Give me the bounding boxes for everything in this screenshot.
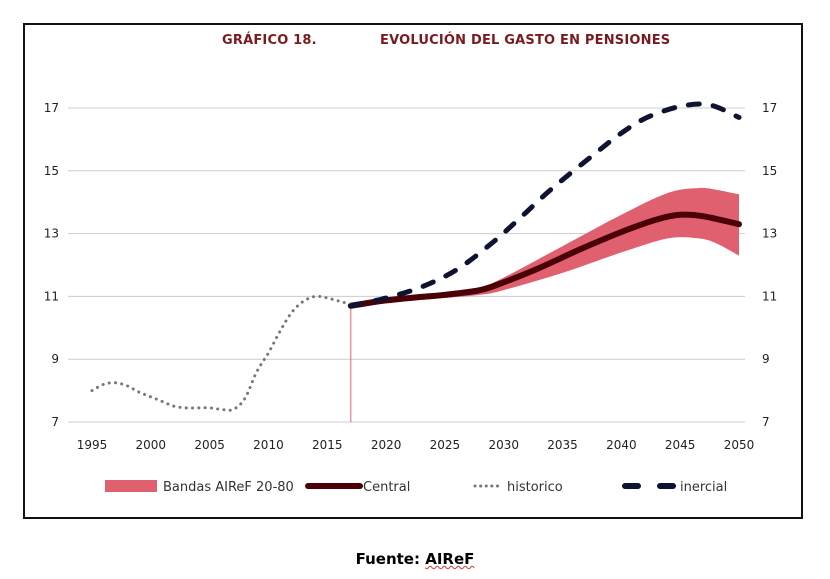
band-area (350, 187, 739, 306)
x-tick-label: 2005 (194, 438, 225, 452)
y-tick-label-left: 13 (44, 227, 59, 241)
plot-area (90, 101, 742, 422)
y-tick-label-left: 7 (51, 415, 59, 429)
x-tick-label: 2015 (312, 438, 343, 452)
x-axis: 1995 2000 2005 2010 2015 2020 2025 2030 2035 2040… (77, 438, 755, 452)
legend-swatch-bandas (105, 480, 157, 492)
source-note: Fuente: AIReF (0, 550, 830, 568)
source-name: AIReF (425, 550, 475, 568)
x-tick-label: 2030 (488, 438, 519, 452)
historico-line (90, 294, 353, 412)
y-tick-label-left: 11 (44, 289, 59, 303)
y-tick-label-right: 9 (762, 352, 770, 366)
chart-number: GRÁFICO 18. (222, 33, 317, 48)
chart-frame (23, 23, 803, 519)
chart-title: EVOLUCIÓN DEL GASTO EN PENSIONES (380, 33, 671, 48)
legend-label-central: Central (363, 480, 410, 495)
y-tick-label-right: 11 (762, 289, 777, 303)
x-tick-label: 2000 (136, 438, 167, 452)
x-tick-label: 2045 (665, 438, 696, 452)
y-tick-label-right: 13 (762, 227, 777, 241)
gridlines (68, 107, 745, 423)
source-label: Fuente: (355, 550, 426, 568)
y-tick-label-left: 17 (44, 101, 59, 115)
x-tick-label: 2020 (371, 438, 402, 452)
y-tick-label-left: 15 (44, 164, 59, 178)
legend-label-historico: historico (507, 480, 563, 495)
y-tick-label-right: 17 (762, 101, 777, 115)
legend: Bandas AIReF 20-80 Central historico inerci… (105, 480, 727, 495)
x-tick-label: 2025 (430, 438, 461, 452)
y-axis-right: 7 9 11 13 15 17 (762, 101, 777, 429)
y-axis-left: 7 9 11 13 15 17 (44, 101, 59, 429)
x-tick-label: 1995 (77, 438, 108, 452)
legend-label-inercial: inercial (680, 480, 727, 495)
x-tick-label: 2050 (724, 438, 755, 452)
x-tick-label: 2010 (253, 438, 284, 452)
y-tick-label-right: 15 (762, 164, 777, 178)
x-tick-label: 2040 (606, 438, 637, 452)
legend-label-bandas: Bandas AIReF 20-80 (163, 480, 294, 495)
inercial-line (348, 101, 742, 309)
central-line (347, 211, 742, 309)
x-tick-label: 2035 (547, 438, 578, 452)
y-tick-label-left: 9 (51, 352, 59, 366)
y-tick-label-right: 7 (762, 415, 770, 429)
